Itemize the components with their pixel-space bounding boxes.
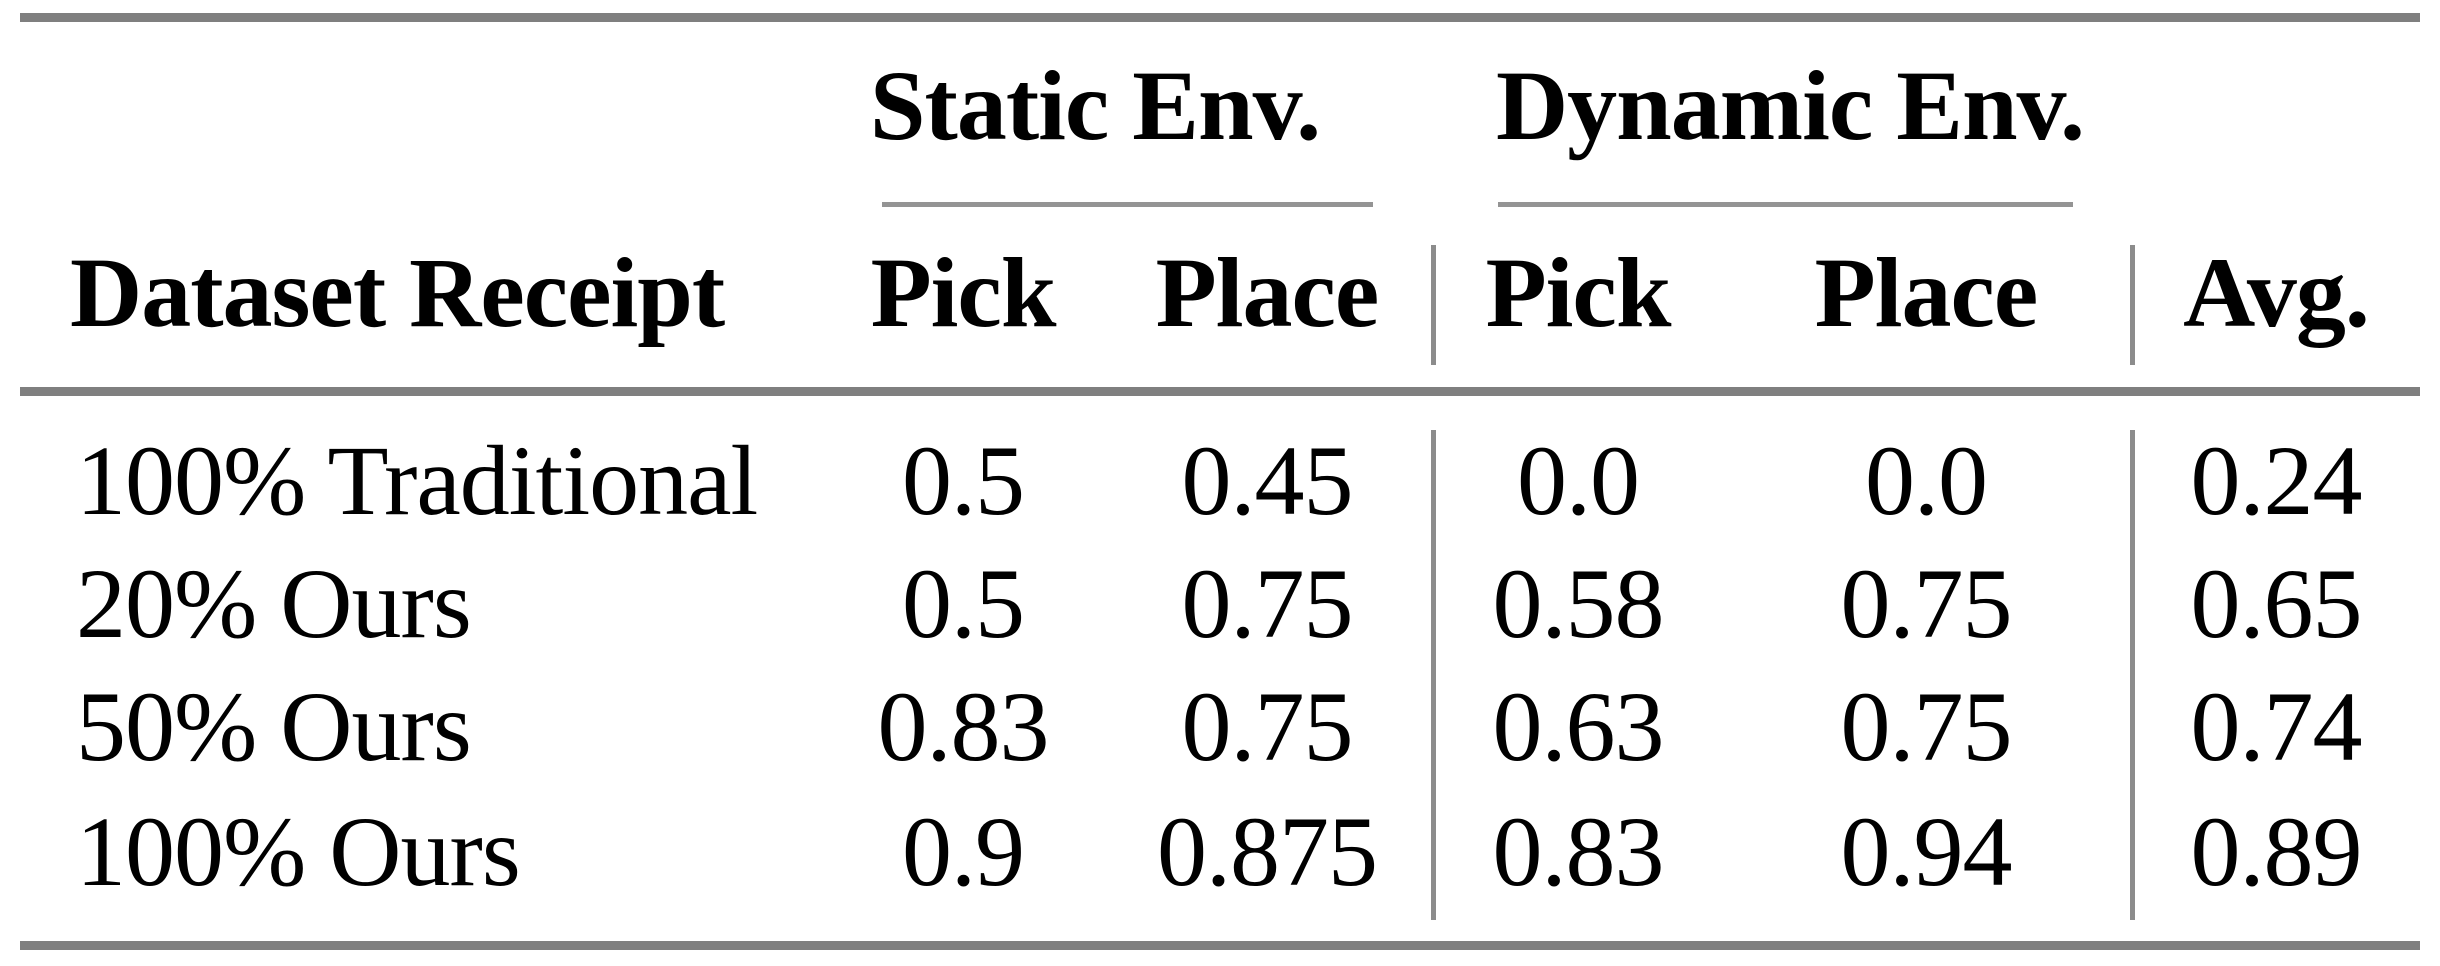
cell-dynamic-pick: 0.0 (1517, 425, 1640, 536)
cell-dynamic-pick: 0.83 (1492, 796, 1665, 907)
cell-dynamic-pick: 0.63 (1492, 671, 1665, 782)
cell-dynamic-place: 0.94 (1840, 796, 2013, 907)
cell-static-place: 0.75 (1181, 671, 1354, 782)
cell-static-pick: 0.83 (877, 671, 1050, 782)
separator-avg-header (2130, 245, 2135, 365)
bottom-rule (20, 941, 2420, 950)
row-label: 100% Ours (76, 796, 521, 907)
cell-avg: 0.65 (2190, 548, 2363, 659)
cell-avg: 0.24 (2190, 425, 2363, 536)
cell-dynamic-place: 0.75 (1840, 671, 2013, 782)
cell-static-place: 0.75 (1181, 548, 1354, 659)
row-label: 20% Ours (76, 548, 472, 659)
column-header-dataset-receipt: Dataset Receipt (70, 237, 725, 348)
cell-avg: 0.74 (2190, 671, 2363, 782)
row-label: 100% Traditional (76, 425, 758, 536)
cell-static-pick: 0.5 (902, 425, 1025, 536)
dynamic-group-underline (1498, 202, 2073, 207)
cell-avg: 0.89 (2190, 796, 2363, 907)
separator-static-dynamic-header (1431, 245, 1436, 365)
column-header-dynamic-pick: Pick (1485, 237, 1672, 348)
cell-static-pick: 0.9 (902, 796, 1025, 907)
separator-static-dynamic-body (1431, 430, 1436, 920)
cell-static-place: 0.45 (1181, 425, 1354, 536)
column-header-dynamic-place: Place (1814, 237, 2039, 348)
row-label: 50% Ours (76, 671, 472, 782)
cell-dynamic-place: 0.0 (1865, 425, 1988, 536)
column-group-static-env: Static Env. (869, 50, 1321, 161)
header-midrule (20, 387, 2420, 396)
separator-avg-body (2130, 430, 2135, 920)
static-group-underline (882, 202, 1373, 207)
column-group-dynamic-env: Dynamic Env. (1495, 50, 2085, 161)
cell-static-place: 0.875 (1157, 796, 1378, 907)
column-header-static-place: Place (1155, 237, 1380, 348)
cell-static-pick: 0.5 (902, 548, 1025, 659)
cell-dynamic-place: 0.75 (1840, 548, 2013, 659)
column-header-avg: Avg. (2183, 237, 2370, 348)
column-header-static-pick: Pick (870, 237, 1057, 348)
cell-dynamic-pick: 0.58 (1492, 548, 1665, 659)
top-rule (20, 13, 2420, 22)
